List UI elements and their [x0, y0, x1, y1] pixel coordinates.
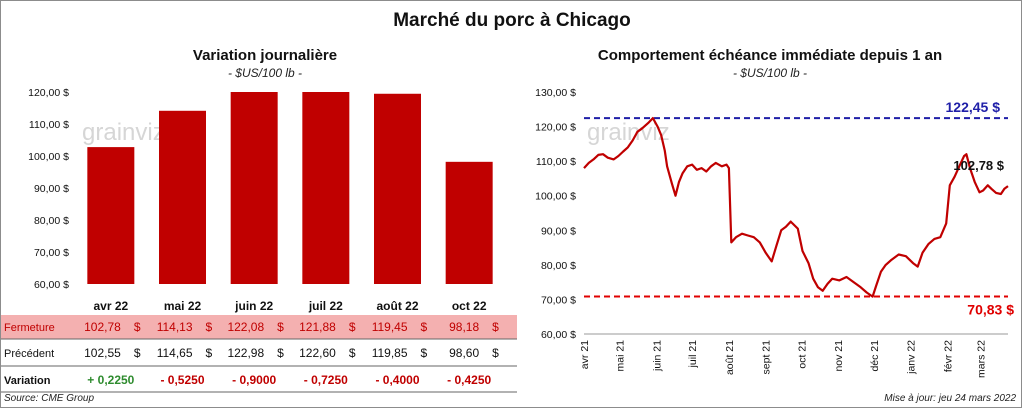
table-cell-suffix: $ [492, 320, 499, 334]
table-cell-suffix: $ [277, 320, 284, 334]
line-x-tick: oct 21 [796, 340, 808, 369]
bar-category-label: avr 22 [93, 299, 128, 313]
table-cell: + 0,2250 [87, 373, 134, 387]
table-cell: 98,18 [449, 320, 479, 334]
table-cell: 122,98 [227, 346, 264, 360]
line-x-tick: sept 21 [761, 340, 773, 375]
table-cell: 122,08 [227, 320, 264, 334]
table-row-label: Variation [4, 375, 51, 387]
bar-chart-title: Variation journalière [192, 47, 338, 64]
table-row-label: Fermeture [4, 322, 55, 334]
table-cell: 102,55 [84, 346, 121, 360]
bar-category-label: juin 22 [234, 299, 273, 313]
watermark-left: grainviz [82, 119, 165, 146]
table-cell: 119,85 [372, 346, 408, 360]
table-cell: 121,88 [299, 320, 336, 334]
source-note: Source: CME Group [4, 393, 95, 404]
bar [374, 93, 421, 284]
line-chart: 60,00 $ 70,00 $ 80,00 $ 90,00 $ 100,00 $ 110,… [535, 87, 1014, 378]
line-y-tick: 60,00 $ [541, 329, 576, 341]
line-x-tick: avr 21 [579, 340, 591, 369]
table-cell-suffix: $ [349, 320, 356, 334]
main-title: Marché du porc à Chicago [393, 10, 631, 31]
min-line-label: 70,83 $ [967, 302, 1014, 318]
line-x-tick: nov 21 [833, 340, 845, 372]
table-cell: 114,13 [157, 320, 193, 334]
table-cell-suffix: $ [349, 346, 356, 360]
bar-y-tick: 80,00 $ [34, 215, 69, 227]
table-cell: 98,60 [449, 346, 479, 360]
line-x-tick: févr 22 [942, 340, 954, 372]
bar-chart: 60,00 $ 70,00 $ 80,00 $ 90,00 $ 100,00 $ 110,… [28, 87, 493, 313]
line-x-tick: mai 21 [615, 340, 627, 372]
table-cell: - 0,4000 [375, 373, 419, 387]
bar-y-tick: 120,00 $ [28, 87, 69, 99]
price-line [583, 116, 1009, 298]
table-cell: - 0,4250 [447, 373, 491, 387]
table-cell-suffix: $ [206, 346, 213, 360]
line-y-tick: 80,00 $ [541, 260, 576, 272]
line-x-tick: juin 21 [651, 340, 663, 372]
line-x-tick: août 21 [724, 340, 736, 375]
bar-y-tick: 60,00 $ [34, 279, 69, 291]
max-line-label: 122,45 $ [946, 99, 1001, 115]
bar-chart-unit: - $US/100 lb - [227, 66, 303, 80]
line-y-tick: 120,00 $ [535, 122, 576, 134]
table-cell-suffix: $ [421, 346, 428, 360]
update-note: Mise à jour: jeu 24 mars 2022 [884, 393, 1016, 404]
bar [445, 161, 493, 284]
table-cell: 119,45 [372, 320, 408, 334]
table-row-label: Précédent [4, 348, 54, 360]
line-y-tick: 70,00 $ [541, 294, 576, 306]
line-chart-title: Comportement échéance immédiate depuis 1… [597, 47, 943, 64]
line-x-tick: juil 21 [687, 340, 699, 369]
table-cell-suffix: $ [134, 320, 141, 334]
table-cell-suffix: $ [492, 346, 499, 360]
line-chart-unit: - $US/100 lb - [732, 66, 808, 80]
line-x-tick: janv 22 [906, 340, 918, 375]
line-x-tick: mars 22 [976, 340, 988, 378]
bar-y-tick: 70,00 $ [34, 247, 69, 259]
bar-category-label: mai 22 [164, 299, 202, 313]
line-y-tick: 90,00 $ [541, 225, 576, 237]
table-cell-suffix: $ [421, 320, 428, 334]
table-cell: 122,60 [299, 346, 336, 360]
bar-y-tick: 90,00 $ [34, 183, 69, 195]
data-table: Fermeture 102,78 $114,13 $122,08 $121,88 $119… [1, 315, 517, 393]
bar [230, 92, 278, 284]
table-cell: - 0,7250 [304, 373, 348, 387]
last-value-label: 102,78 $ [953, 158, 1004, 173]
line-y-tick: 110,00 $ [536, 156, 576, 168]
line-y-tick: 100,00 $ [535, 191, 576, 203]
watermark-right: grainviz [587, 119, 670, 146]
table-cell-suffix: $ [277, 346, 284, 360]
table-cell: - 0,5250 [160, 373, 204, 387]
table-cell: 114,65 [157, 346, 193, 360]
bar-category-label: oct 22 [452, 299, 487, 313]
line-y-tick: 130,00 $ [535, 87, 576, 99]
bar-category-label: juil 22 [308, 299, 343, 313]
table-cell-suffix: $ [134, 346, 141, 360]
bar [159, 110, 206, 284]
table-cell: 102,78 [84, 320, 121, 334]
bar [87, 147, 135, 284]
line-x-tick: déc 21 [869, 340, 881, 372]
fermeture-row-bg [1, 315, 517, 339]
bar [302, 92, 350, 284]
bar-y-tick: 110,00 $ [29, 119, 69, 131]
bar-y-tick: 100,00 $ [28, 151, 69, 163]
table-cell: - 0,9000 [232, 373, 276, 387]
table-cell-suffix: $ [206, 320, 213, 334]
bar-category-label: août 22 [376, 299, 418, 313]
